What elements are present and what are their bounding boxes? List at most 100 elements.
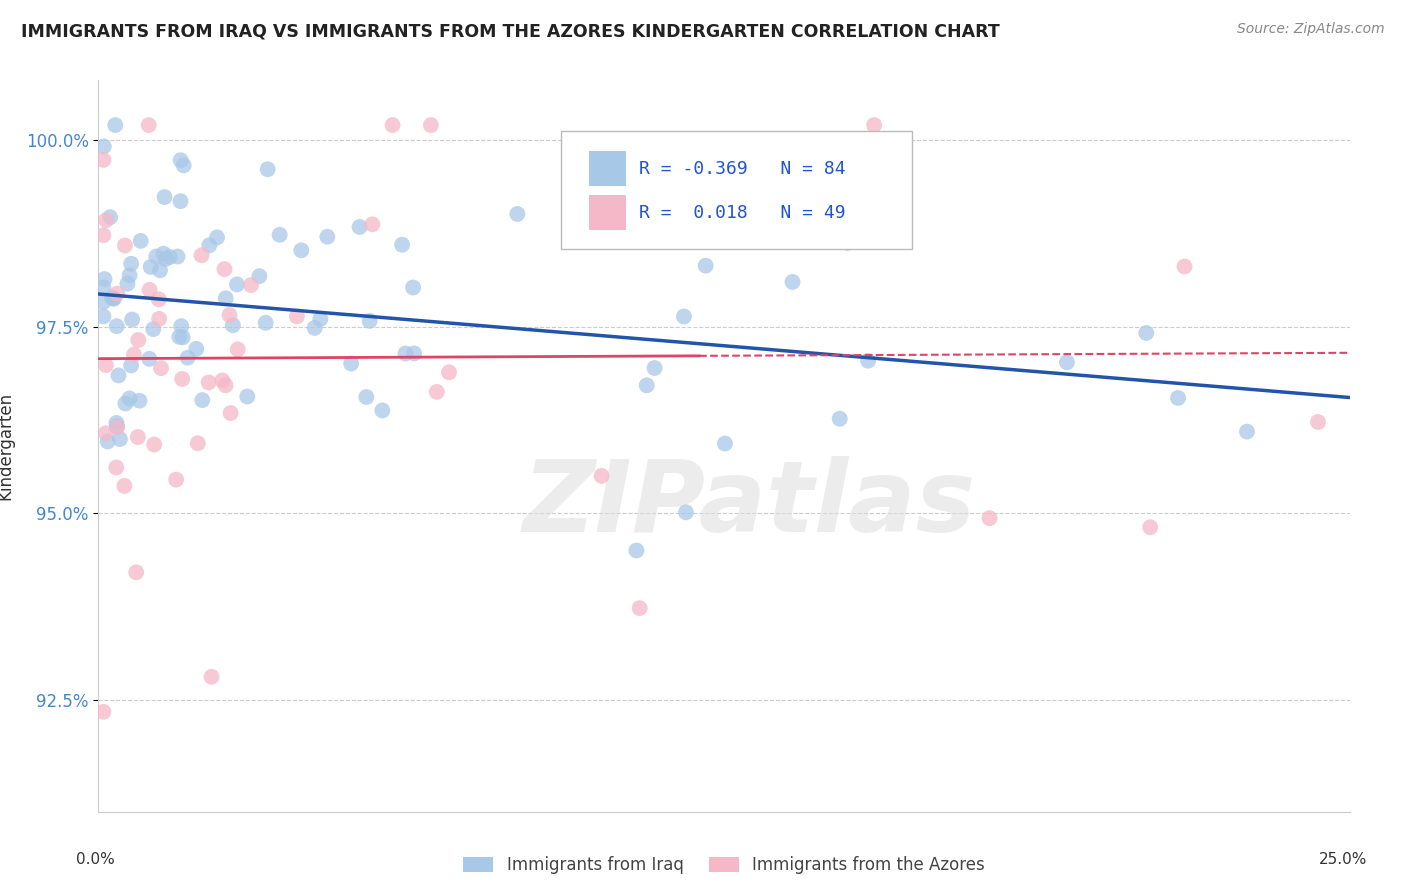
Point xyxy=(856,353,879,368)
Point xyxy=(105,420,128,434)
Point xyxy=(1139,520,1161,534)
Point xyxy=(128,393,150,408)
Point xyxy=(108,432,131,446)
Point xyxy=(191,393,214,408)
Point xyxy=(240,278,263,293)
Point xyxy=(381,118,404,132)
Point xyxy=(93,228,115,243)
Point xyxy=(198,238,221,252)
Point xyxy=(103,292,125,306)
Point xyxy=(404,346,426,360)
Point xyxy=(153,190,176,204)
Point xyxy=(143,437,166,451)
Point xyxy=(647,218,669,232)
Point xyxy=(359,314,381,328)
Point xyxy=(626,543,648,558)
Point xyxy=(142,322,165,336)
Point xyxy=(170,319,193,334)
Legend: Immigrants from Iraq, Immigrants from the Azores: Immigrants from Iraq, Immigrants from th… xyxy=(457,849,991,880)
Point xyxy=(93,272,115,286)
Point xyxy=(105,416,128,430)
Point xyxy=(226,343,249,357)
Point xyxy=(138,283,160,297)
Point xyxy=(211,373,233,387)
Point xyxy=(176,351,198,365)
Point xyxy=(118,268,141,283)
Point xyxy=(169,194,191,208)
Point xyxy=(437,365,460,379)
Point xyxy=(1236,425,1258,439)
Point xyxy=(340,357,363,371)
Point xyxy=(172,330,194,344)
Point xyxy=(94,358,117,372)
Point xyxy=(187,436,209,450)
Point xyxy=(863,118,886,132)
Point xyxy=(1306,415,1329,429)
Point xyxy=(828,411,851,425)
Point xyxy=(215,291,238,305)
Point xyxy=(103,292,125,306)
Point xyxy=(125,566,148,580)
Point xyxy=(591,468,613,483)
Point xyxy=(714,436,737,450)
Point xyxy=(114,238,136,252)
Point xyxy=(170,153,193,168)
Point xyxy=(672,310,695,324)
Point xyxy=(138,118,160,132)
Point xyxy=(979,511,1001,525)
Point xyxy=(309,312,332,326)
Point xyxy=(112,479,135,493)
Point xyxy=(101,291,124,305)
Point xyxy=(190,248,212,262)
Point xyxy=(93,295,115,310)
Point xyxy=(226,277,249,292)
Point xyxy=(426,384,449,399)
Point xyxy=(636,378,658,392)
Point xyxy=(695,259,717,273)
Point xyxy=(254,316,277,330)
Point xyxy=(114,396,136,410)
Point xyxy=(107,368,129,383)
Point xyxy=(316,229,339,244)
Point xyxy=(139,260,162,274)
Text: IMMIGRANTS FROM IRAQ VS IMMIGRANTS FROM THE AZORES KINDERGARTEN CORRELATION CHAR: IMMIGRANTS FROM IRAQ VS IMMIGRANTS FROM … xyxy=(21,22,1000,40)
Point xyxy=(166,250,188,264)
Point xyxy=(644,361,666,376)
Point xyxy=(145,250,167,264)
Point xyxy=(419,118,441,132)
Point xyxy=(159,250,181,264)
Point xyxy=(205,230,228,244)
FancyBboxPatch shape xyxy=(589,152,627,186)
Point xyxy=(127,430,149,444)
Point xyxy=(105,460,128,475)
Text: 25.0%: 25.0% xyxy=(1319,852,1367,867)
Point xyxy=(402,280,425,294)
Point xyxy=(98,210,121,224)
Point xyxy=(256,162,278,177)
Text: 0.0%: 0.0% xyxy=(76,852,115,867)
Text: R = -0.369   N = 84: R = -0.369 N = 84 xyxy=(638,160,845,178)
Point xyxy=(197,376,219,390)
Point xyxy=(837,235,859,250)
Point xyxy=(150,361,173,376)
Point xyxy=(93,280,115,294)
Point xyxy=(165,473,187,487)
Point xyxy=(285,310,308,324)
Point xyxy=(214,378,236,392)
Point xyxy=(105,419,128,434)
Point xyxy=(169,330,191,344)
Point xyxy=(394,346,416,360)
Point xyxy=(104,118,127,132)
Point xyxy=(105,286,128,301)
Y-axis label: Kindergarten: Kindergarten xyxy=(0,392,14,500)
Text: R =  0.018   N = 49: R = 0.018 N = 49 xyxy=(638,203,845,222)
Point xyxy=(804,183,827,197)
Text: ZIPatlas: ZIPatlas xyxy=(523,456,976,553)
Point xyxy=(127,333,149,347)
Point xyxy=(186,342,208,356)
Point xyxy=(155,252,177,266)
Point xyxy=(214,262,236,277)
Point xyxy=(118,392,141,406)
Point xyxy=(122,348,145,362)
Point xyxy=(222,318,245,333)
